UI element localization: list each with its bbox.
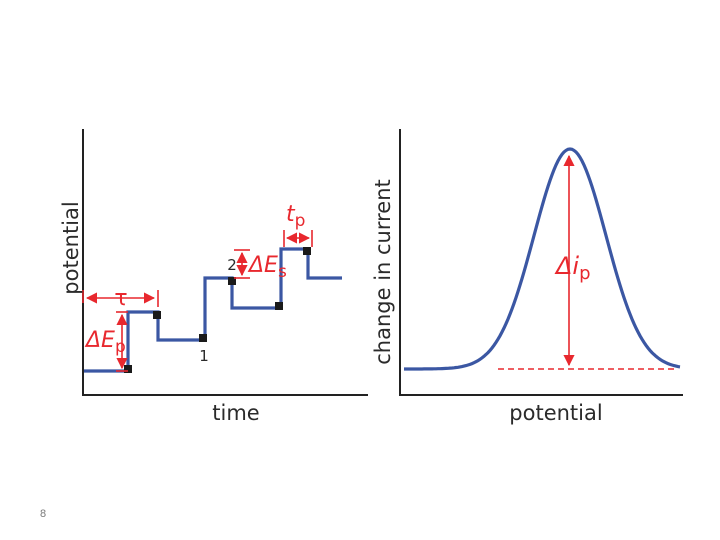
tp-symbol: t xyxy=(286,202,296,227)
waveform-y-axis-label: potential xyxy=(59,201,83,294)
sample-marker-5 xyxy=(275,302,283,310)
sample-marker-2 xyxy=(153,311,161,319)
sample-marker-4 xyxy=(228,277,236,285)
delta-ep-symbol: ΔE xyxy=(84,328,115,353)
delta-ep-subscript: p xyxy=(115,337,126,357)
delta-es-symbol: ΔE xyxy=(247,253,278,278)
response-x-axis-label: potential xyxy=(509,401,602,425)
tau-label: τ xyxy=(114,286,127,311)
tp-label: tp xyxy=(286,202,305,231)
point-2-label: 2 xyxy=(227,256,237,274)
sample-markers xyxy=(124,247,311,373)
delta-ep-label: ΔEp xyxy=(84,328,126,357)
response-axes xyxy=(399,129,683,396)
waveform-x-axis-label: time xyxy=(212,401,259,425)
tp-subscript: p xyxy=(295,211,306,231)
response-y-axis-label: change in current xyxy=(371,179,395,365)
delta-es-label: ΔEs xyxy=(247,253,287,282)
sample-marker-6 xyxy=(303,247,311,255)
point-1-label: 1 xyxy=(199,347,209,365)
delta-ip-subscript: p xyxy=(579,263,590,284)
waveform-axes xyxy=(82,129,368,396)
slide-number: 8 xyxy=(40,508,47,520)
waveform-panel: τ ΔEp ΔEs tp 1 2 time potential xyxy=(59,129,368,425)
delta-es-subscript: s xyxy=(278,262,287,282)
sample-marker-1 xyxy=(124,365,132,373)
delta-ip-label: Δip xyxy=(554,252,591,284)
response-panel: Δip potential change in current xyxy=(371,129,683,425)
peak-current-curve xyxy=(404,147,681,371)
delta-ip-symbol: Δi xyxy=(554,252,579,280)
sample-marker-3 xyxy=(199,334,207,342)
